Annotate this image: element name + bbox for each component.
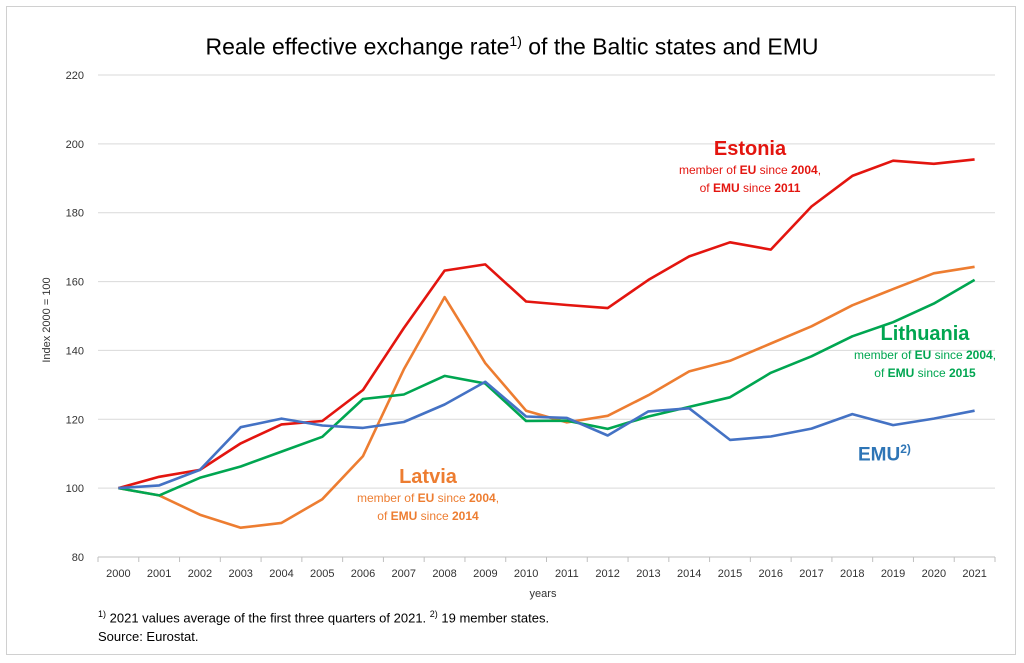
footnote-line: 1) 2021 values average of the first thre… (98, 609, 550, 626)
x-tick-label: 2000 (106, 568, 130, 580)
x-tick-label: 2016 (759, 568, 783, 580)
latvia-name: Latvia (399, 466, 457, 488)
x-tick-label: 2008 (432, 568, 456, 580)
x-tick-label: 2019 (881, 568, 905, 580)
x-tick-label: 2005 (310, 568, 334, 580)
grid-lines (98, 74, 995, 558)
estonia-eu-line: member of EU since 2004, (678, 163, 822, 177)
x-tick-label: 2006 (351, 568, 375, 580)
estonia-emu-line: of EMU since 2011 (699, 181, 801, 195)
x-tick-label: 2012 (595, 568, 619, 580)
lithuania-label: Lithuania member of EU since 2004, of EM… (842, 323, 1008, 382)
x-tick-label: 2010 (514, 568, 538, 580)
latvia-label: Latvia member of EU since 2004, of EMU s… (338, 466, 518, 525)
x-tick-label: 2013 (636, 568, 660, 580)
x-tick-label: 2004 (269, 568, 293, 580)
x-tick-label: 2002 (188, 568, 212, 580)
footnote: 1) 2021 values average of the first thre… (98, 605, 549, 646)
series-lines (118, 158, 976, 530)
x-tick-label: 2017 (799, 568, 823, 580)
y-axis-ticks: 80 100 120 140 160 180 200 220 (66, 70, 84, 564)
lithuania-eu-line: member of EU since 2004, (853, 348, 997, 362)
estonia-label: Estonia member of EU since 2004, of EMU … (660, 138, 840, 197)
y-tick-label: 160 (66, 277, 84, 289)
x-tick-label: 2009 (473, 568, 497, 580)
latvia-emu-line: of EMU since 2014 (377, 509, 479, 523)
x-tick-label: 2011 (555, 568, 579, 580)
emu-footnote-marker: 2) (900, 442, 911, 456)
x-axis-title: years (530, 588, 557, 600)
lithuania-emu-line: of EMU since 2015 (874, 366, 976, 380)
series-line-lithuania (118, 278, 976, 497)
series-line-emu (118, 380, 975, 490)
x-tick-label: 2014 (677, 568, 701, 580)
emu-name: EMU (858, 444, 901, 466)
x-tick-label: 2007 (392, 568, 416, 580)
estonia-name: Estonia (713, 138, 787, 160)
x-tick-label: 2015 (718, 568, 742, 580)
y-axis-title: Index 2000 = 100 (41, 277, 53, 362)
x-tick-label: 2018 (840, 568, 864, 580)
y-tick-label: 140 (66, 345, 84, 357)
chart-title: Reale effective exchange rate1) of the B… (205, 33, 819, 60)
x-tick-label: 2001 (147, 568, 171, 580)
x-axis-ticks: 2000 2001 2002 2003 2004 2005 2006 2007 2008 2009… (97, 557, 996, 580)
y-tick-label: 200 (66, 139, 84, 151)
source-line: Source: Eurostat. (98, 629, 199, 645)
y-tick-label: 80 (72, 552, 84, 564)
y-tick-label: 100 (66, 483, 84, 495)
series-line-estonia (118, 158, 975, 490)
lithuania-name: Lithuania (880, 323, 970, 345)
x-tick-label: 2003 (228, 568, 252, 580)
y-tick-label: 120 (66, 414, 84, 426)
x-tick-label: 2020 (922, 568, 946, 580)
latvia-eu-line: member of EU since 2004, (356, 491, 500, 505)
y-tick-label: 180 (66, 208, 84, 220)
y-tick-label: 220 (66, 70, 84, 82)
emu-label: EMU2) (858, 442, 911, 466)
chart-frame (6, 6, 1016, 655)
x-tick-label: 2021 (962, 568, 986, 580)
